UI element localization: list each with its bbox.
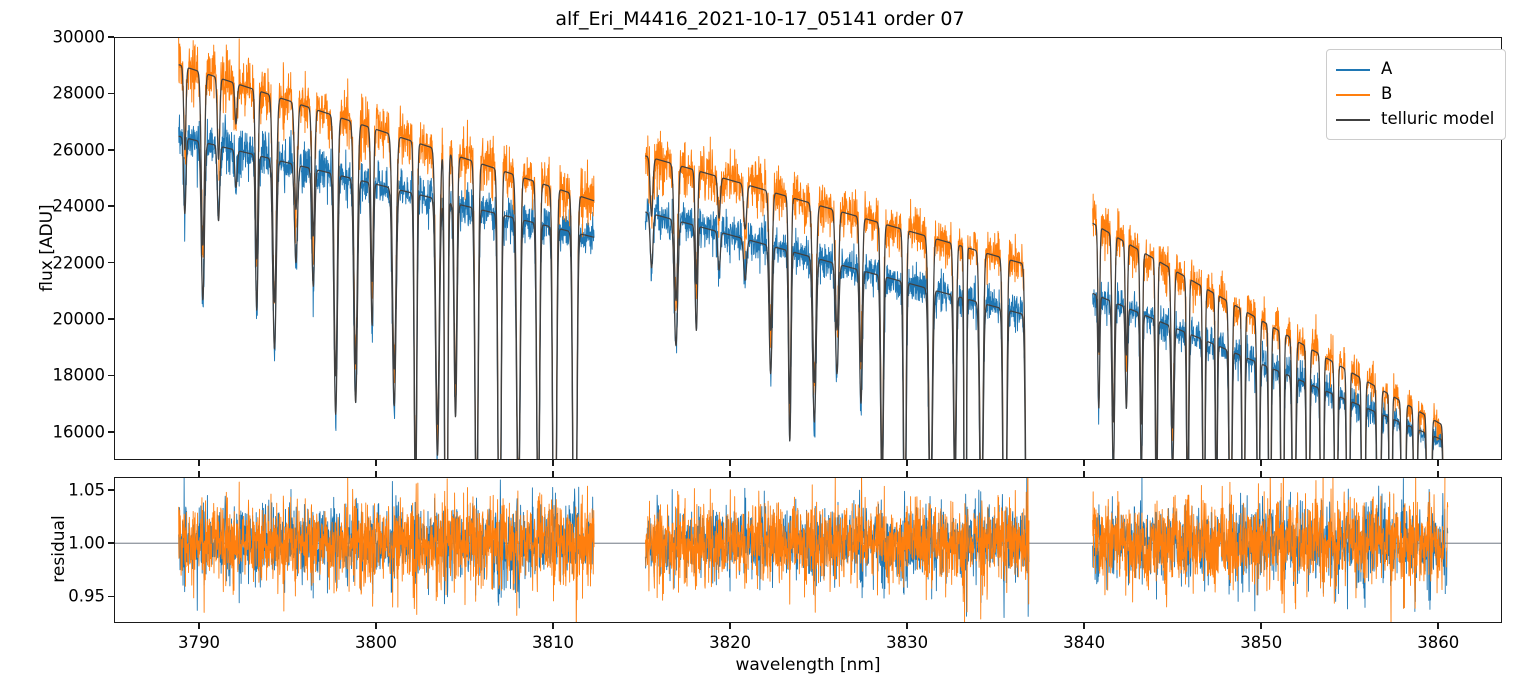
residual-series-B: [644, 478, 1030, 622]
x-axis-tick-mark-bottom: [375, 623, 377, 629]
x-axis-tick-label: 3800: [355, 633, 398, 652]
y-axis-tick-mark: [108, 36, 114, 38]
legend-item-b[interactable]: B: [1336, 82, 1494, 107]
y-axis-tick-label: 28000: [52, 83, 106, 103]
y-axis-tick-mark: [108, 374, 114, 377]
y-axis-label-residual: residual: [49, 515, 69, 583]
x-axis-tick-label: 3790: [177, 633, 220, 652]
residual-y-axis-tick-label: 1.00: [68, 533, 105, 553]
y-axis-tick-label: 24000: [52, 196, 106, 216]
main-plot-area[interactable]: [114, 37, 1502, 460]
flux-series-A: [178, 114, 595, 459]
residual-y-axis-tick-label: 1.05: [68, 480, 105, 500]
y-axis-tick-mark: [108, 205, 114, 207]
x-axis-tick-mark-bottom: [1260, 623, 1263, 629]
telluric-model-B: [1092, 222, 1444, 459]
residual-x-axis-tick-mark-top: [729, 471, 731, 477]
x-axis-tick-label: 3840: [1063, 633, 1106, 652]
y-axis-tick-mark: [108, 261, 114, 264]
x-axis-tick-mark: [1437, 460, 1440, 466]
telluric-model-B: [178, 64, 595, 459]
y-axis-tick-label: 20000: [52, 309, 106, 329]
residual-series-B: [1092, 478, 1446, 622]
legend-color-swatch: [1336, 93, 1370, 96]
residual-plot: [115, 478, 1501, 622]
legend-label: telluric model: [1381, 109, 1495, 129]
x-axis-tick-label: 3820: [709, 633, 752, 652]
legend-label: B: [1381, 84, 1393, 104]
residual-x-axis-tick-mark-top: [198, 471, 200, 477]
x-axis-tick-label: 3850: [1240, 633, 1283, 652]
residual-y-axis-tick-label: 0.95: [68, 586, 105, 606]
y-axis-tick-label: 26000: [52, 140, 106, 160]
x-axis-tick-mark-bottom: [198, 623, 200, 629]
x-axis-tick-mark: [552, 460, 554, 466]
x-axis-tick-mark: [1260, 460, 1263, 466]
x-axis-tick-mark-bottom: [906, 623, 908, 629]
x-axis-tick-mark-bottom: [552, 623, 554, 629]
x-axis-tick-label: 3860: [1417, 633, 1460, 652]
x-axis-tick-mark: [375, 460, 377, 466]
y-axis-tick-mark: [108, 318, 114, 320]
telluric-model-A: [1092, 292, 1444, 459]
residual-x-axis-tick-mark-top: [906, 471, 908, 477]
x-axis-tick-label: 3830: [886, 633, 929, 652]
residual-x-axis-tick-mark-top: [1083, 471, 1085, 477]
chart-title: alf_Eri_M4416_2021-10-17_05141 order 07: [555, 8, 965, 30]
y-axis-tick-mark: [108, 92, 114, 95]
residual-y-axis-tick-mark: [108, 595, 114, 598]
residual-y-axis-tick-mark: [108, 542, 114, 544]
residual-plot-area[interactable]: [114, 477, 1502, 623]
x-axis-tick-mark-bottom: [1437, 623, 1440, 629]
x-axis-tick-mark-bottom: [1083, 623, 1085, 629]
legend-label: A: [1381, 59, 1393, 79]
residual-x-axis-tick-mark-top: [552, 471, 554, 477]
flux-series-B: [178, 38, 595, 459]
residual-series-B: [178, 478, 595, 622]
residual-x-axis-tick-mark-top: [375, 471, 377, 477]
flux-series-A: [1092, 281, 1443, 459]
x-axis-tick-mark: [198, 460, 200, 466]
telluric-model-A: [178, 135, 595, 459]
flux-spectrum-plot: [178, 38, 1444, 459]
telluric-model-A: [645, 211, 1026, 459]
residual-x-axis-tick-mark-top: [1260, 471, 1263, 477]
legend-item-telluric-model[interactable]: telluric model: [1336, 107, 1494, 132]
y-axis-tick-label: 18000: [52, 365, 106, 385]
legend-color-swatch: [1336, 68, 1370, 71]
y-axis-tick-label: 30000: [52, 27, 106, 47]
x-axis-tick-mark: [906, 460, 908, 466]
residual-y-axis-tick-mark: [108, 488, 114, 491]
x-axis-tick-mark-bottom: [729, 623, 731, 629]
residual-x-axis-tick-mark-top: [1437, 471, 1440, 477]
x-axis-label: wavelength [nm]: [735, 655, 881, 675]
legend-color-swatch: [1336, 118, 1370, 121]
residual-series-B: [1445, 502, 1449, 568]
y-axis-tick-mark: [108, 149, 114, 151]
x-axis-tick-mark: [729, 460, 731, 466]
y-axis-tick-label: 16000: [52, 422, 106, 442]
x-axis-tick-mark: [1083, 460, 1085, 466]
y-axis-tick-mark: [108, 431, 114, 433]
telluric-model-B: [645, 155, 1027, 459]
legend-item-a[interactable]: A: [1336, 57, 1494, 82]
y-axis-tick-label: 22000: [52, 253, 106, 273]
x-axis-tick-label: 3810: [532, 633, 575, 652]
